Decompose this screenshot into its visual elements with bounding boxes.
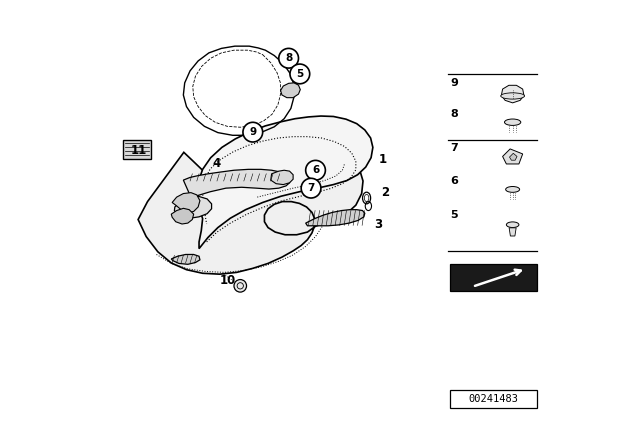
FancyBboxPatch shape <box>450 264 538 291</box>
Polygon shape <box>271 170 293 185</box>
Polygon shape <box>174 169 289 218</box>
Polygon shape <box>509 153 517 160</box>
Polygon shape <box>501 85 524 103</box>
Ellipse shape <box>506 186 520 192</box>
Circle shape <box>301 178 321 198</box>
Text: 5: 5 <box>451 210 458 220</box>
Text: 11: 11 <box>131 143 147 157</box>
Text: 9: 9 <box>249 127 257 137</box>
Text: 8: 8 <box>285 53 292 63</box>
Polygon shape <box>172 193 200 213</box>
Circle shape <box>290 64 310 84</box>
Polygon shape <box>306 210 365 226</box>
Polygon shape <box>280 83 300 98</box>
Text: 6: 6 <box>451 177 458 186</box>
Ellipse shape <box>504 119 521 125</box>
Text: 6: 6 <box>312 165 319 175</box>
Polygon shape <box>197 116 373 249</box>
Text: 5: 5 <box>296 69 303 79</box>
Ellipse shape <box>506 222 519 228</box>
Text: 1: 1 <box>379 152 387 166</box>
Polygon shape <box>502 149 523 164</box>
Polygon shape <box>172 208 194 224</box>
Circle shape <box>234 280 246 292</box>
Text: 4: 4 <box>213 157 221 170</box>
Text: 2: 2 <box>381 186 389 199</box>
Circle shape <box>306 160 325 180</box>
Polygon shape <box>509 228 516 236</box>
FancyBboxPatch shape <box>123 140 150 159</box>
Polygon shape <box>138 152 363 274</box>
Text: 3: 3 <box>374 217 382 231</box>
Text: 7: 7 <box>451 143 458 153</box>
Ellipse shape <box>500 93 525 99</box>
Text: 7: 7 <box>307 183 315 193</box>
Circle shape <box>243 122 262 142</box>
Polygon shape <box>172 254 200 264</box>
Text: 10: 10 <box>220 273 236 287</box>
Text: 9: 9 <box>451 78 458 88</box>
Circle shape <box>279 48 298 68</box>
Text: 8: 8 <box>451 109 458 119</box>
Text: 00241483: 00241483 <box>468 394 518 404</box>
